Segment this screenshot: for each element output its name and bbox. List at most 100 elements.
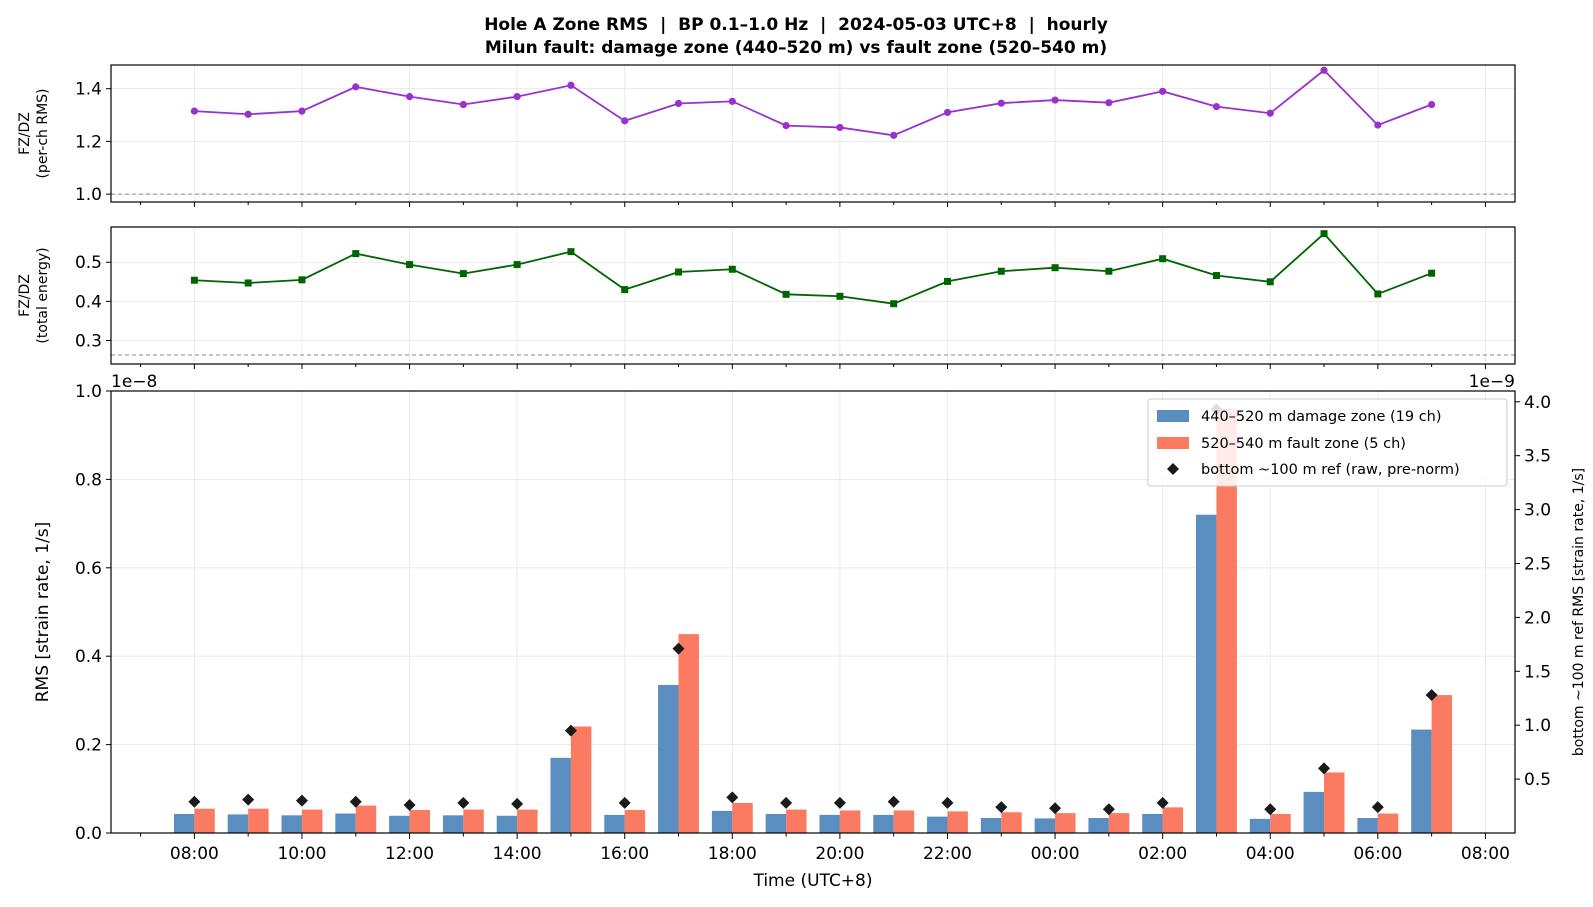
energy-point-9 — [675, 268, 683, 276]
energy-point-5 — [459, 270, 467, 278]
energy-point-1 — [244, 279, 252, 287]
reference-marker-0 — [188, 795, 201, 808]
fault-zone-bar-20 — [1270, 813, 1291, 833]
energy-frame — [110, 226, 1516, 365]
perch-point-22 — [1374, 121, 1382, 129]
fault-zone-bar-12 — [839, 810, 861, 833]
figure-title-line2: Milun fault: damage zone (440–520 m) vs … — [485, 38, 1107, 58]
bar-xtick-label-4: 16:00 — [600, 844, 649, 864]
reference-marker-5 — [457, 796, 470, 809]
perch-point-11 — [782, 121, 790, 130]
bar-xtick-label-7: 22:00 — [923, 844, 972, 864]
perch-point-20 — [1266, 109, 1274, 117]
damage-zone-bar-20 — [1249, 818, 1271, 833]
bar-xlabel: Time (UTC+8) — [752, 871, 872, 891]
perch-ylabel-line2: (per-ch RMS) — [35, 88, 51, 178]
energy-point-21 — [1320, 230, 1328, 238]
perch-series-line — [194, 69, 1432, 137]
bar-xtick-label-10: 04:00 — [1246, 844, 1295, 864]
fault-zone-bar-4 — [409, 810, 430, 833]
bar-xtick-label-12: 08:00 — [1461, 844, 1510, 864]
legend-swatch-damage-zone — [1157, 410, 1189, 422]
bar-xtick-label-6: 20:00 — [815, 844, 864, 864]
energy-ylabel-line1: FZ/DZ — [17, 274, 33, 317]
energy-point-20 — [1266, 278, 1274, 286]
perch-point-9 — [674, 99, 683, 108]
damage-zone-bar-6 — [496, 815, 518, 833]
fault-zone-bar-22 — [1377, 813, 1399, 833]
legend-marker-reference — [1167, 463, 1179, 475]
energy-ytick-label-2: 0.5 — [75, 253, 102, 273]
bar-xtick-label-5: 18:00 — [708, 844, 757, 864]
fault-zone-bar-21 — [1324, 772, 1345, 833]
damage-zone-bar-9 — [658, 684, 679, 833]
fault-zone-bar-18 — [1162, 807, 1184, 833]
bar-ytick-label-2: 0.4 — [75, 647, 102, 667]
damage-zone-bar-5 — [442, 815, 464, 833]
reference-marker-17 — [1102, 803, 1115, 816]
energy-point-8 — [621, 286, 629, 294]
damage-zone-bar-19 — [1196, 514, 1217, 833]
bar-xtick-label-9: 02:00 — [1138, 844, 1187, 864]
reference-marker-22 — [1371, 801, 1384, 814]
damage-zone-bar-1 — [227, 814, 249, 833]
perch-ytick-label-0: 1.0 — [75, 185, 102, 205]
perch-ytick-label-2: 1.4 — [75, 80, 102, 100]
damage-zone-bar-12 — [819, 814, 840, 833]
perch-point-2 — [298, 107, 306, 115]
damage-zone-bar-10 — [711, 810, 733, 833]
reference-marker-13 — [887, 795, 900, 808]
fault-zone-bar-9 — [678, 634, 699, 833]
perch-point-13 — [890, 131, 898, 139]
legend-label-0: 440–520 m damage zone (19 ch) — [1201, 409, 1442, 425]
damage-zone-bar-2 — [281, 815, 302, 833]
reference-marker-23 — [1425, 689, 1438, 702]
ratio-energy-panel: 0.3 0.4 0.5 FZ/DZ (total energy) — [17, 226, 1516, 369]
reference-marker-12 — [833, 796, 846, 809]
bar-xtick-label-11: 06:00 — [1353, 844, 1402, 864]
figure-title-line1: Hole A Zone RMS | BP 0.1–1.0 Hz | 2024-0… — [484, 15, 1108, 35]
bar-xtick-label-2: 12:00 — [385, 844, 434, 864]
damage-zone-bar-23 — [1411, 729, 1432, 833]
perch-ylabel-line1: FZ/DZ — [17, 112, 33, 155]
fault-zone-bar-5 — [463, 809, 484, 833]
bar-offset-right: 1e−9 — [1469, 372, 1515, 392]
energy-point-13 — [890, 300, 898, 308]
rms-bar-panel: 0.0 0.2 0.4 0.6 0.8 1.0 0.5 1.0 1.5 2.0 2.5 3.0 3.5 4… — [33, 372, 1587, 891]
perch-point-10 — [728, 97, 736, 105]
reference-marker-9 — [672, 642, 685, 655]
damage-zone-bar-15 — [980, 817, 1002, 833]
energy-point-12 — [836, 292, 844, 300]
fault-zone-bar-3 — [355, 805, 377, 833]
bar-ylabel-right: bottom ~100 m ref RMS [strain rate, 1/s] — [1571, 468, 1587, 756]
legend-box — [1147, 398, 1508, 487]
bar-ytick-label-5: 1.0 — [75, 382, 102, 402]
damage-zone-bar-0 — [173, 813, 195, 833]
reference-marker-18 — [1156, 796, 1169, 809]
energy-point-19 — [1212, 272, 1220, 280]
perch-point-19 — [1212, 103, 1221, 111]
energy-point-3 — [352, 250, 360, 258]
energy-point-0 — [190, 276, 198, 284]
fault-zone-bar-10 — [732, 802, 753, 833]
perch-point-0 — [190, 107, 198, 115]
perch-frame — [110, 64, 1516, 203]
perch-point-14 — [943, 108, 952, 117]
damage-zone-bar-17 — [1088, 817, 1109, 833]
bar-ytick-right-label-3: 2.0 — [1524, 608, 1551, 628]
bar-ytick-label-3: 0.6 — [75, 559, 102, 579]
damage-zone-bar-8 — [604, 814, 625, 833]
perch-point-18 — [1159, 87, 1167, 95]
bar-ytick-label-4: 0.8 — [75, 470, 102, 490]
reference-marker-1 — [242, 793, 255, 806]
reference-marker-10 — [726, 791, 739, 804]
bar-ytick-right-label-7: 4.0 — [1524, 393, 1551, 413]
reference-marker-14 — [941, 796, 954, 809]
bar-ytick-right-label-6: 3.5 — [1524, 447, 1551, 467]
perch-point-23 — [1428, 100, 1436, 109]
perch-point-1 — [244, 110, 252, 118]
fault-zone-bar-6 — [517, 809, 538, 833]
perch-point-16 — [1051, 96, 1059, 104]
reference-marker-15 — [995, 801, 1008, 814]
